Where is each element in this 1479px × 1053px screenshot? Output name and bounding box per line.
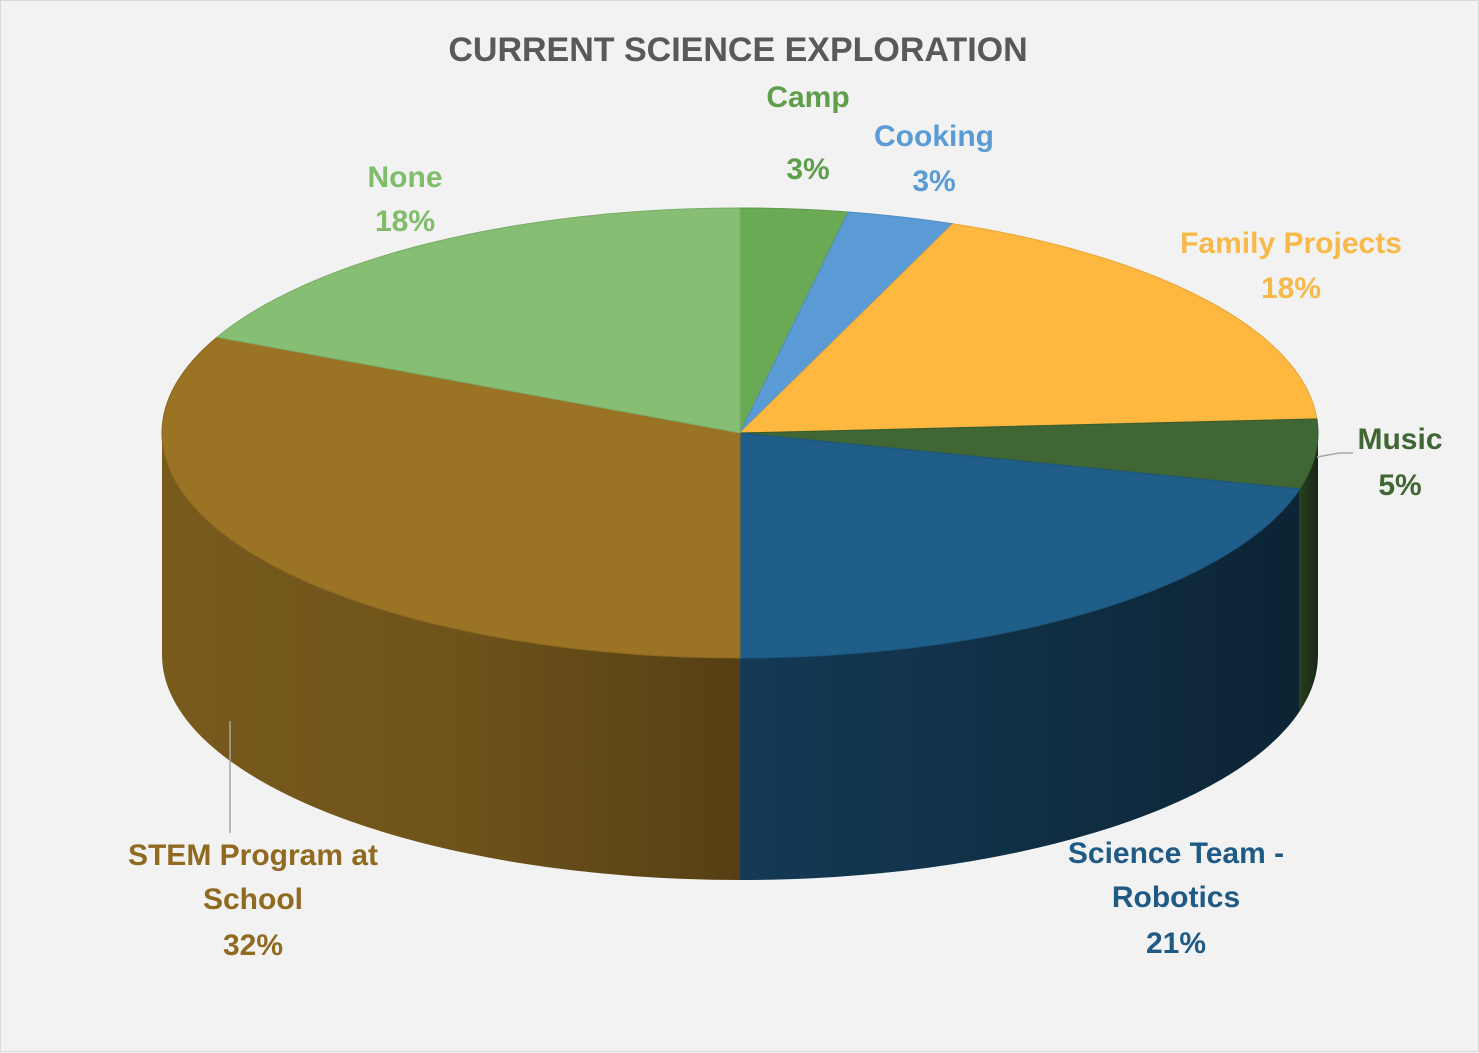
data-label-percent-stem-program-at-school: 32%	[223, 929, 283, 962]
data-label-science-team-robotics-line1: Science Team -	[1068, 837, 1284, 870]
data-label-family-projects: Family Projects	[1180, 227, 1402, 260]
data-label-stem-program-at-school-line2: School	[203, 883, 303, 916]
data-label-percent-cooking: 3%	[912, 165, 955, 198]
data-label-music: Music	[1357, 423, 1442, 456]
data-label-percent-none: 18%	[375, 205, 435, 238]
leader-line-music	[1316, 452, 1353, 458]
pie-side-science-team-robotics	[740, 488, 1300, 880]
data-label-percent-family-projects: 18%	[1261, 272, 1321, 305]
data-label-camp: Camp	[766, 81, 849, 114]
data-label-cooking: Cooking	[874, 120, 994, 153]
pie-slice-science-team-robotics	[739, 432, 1301, 659]
pie-slice-family-projects	[738, 223, 1318, 434]
data-label-stem-program-at-school-line1: STEM Program at	[128, 839, 378, 872]
data-label-none: None	[368, 161, 443, 194]
data-label-percent-music: 5%	[1378, 469, 1421, 502]
data-label-percent-science-team-robotics: 21%	[1146, 927, 1206, 960]
chart-title: CURRENT SCIENCE EXPLORATION	[448, 31, 1027, 69]
pie-slice-music	[739, 418, 1319, 490]
pie-slice-none	[215, 207, 741, 434]
data-label-science-team-robotics-line2: Robotics	[1112, 881, 1240, 914]
pie-side-stem-program-at-school	[162, 433, 740, 880]
pie-slice-stem-program-at-school	[161, 336, 741, 659]
data-label-percent-camp: 3%	[786, 153, 829, 186]
pie-side-music	[1299, 433, 1318, 711]
